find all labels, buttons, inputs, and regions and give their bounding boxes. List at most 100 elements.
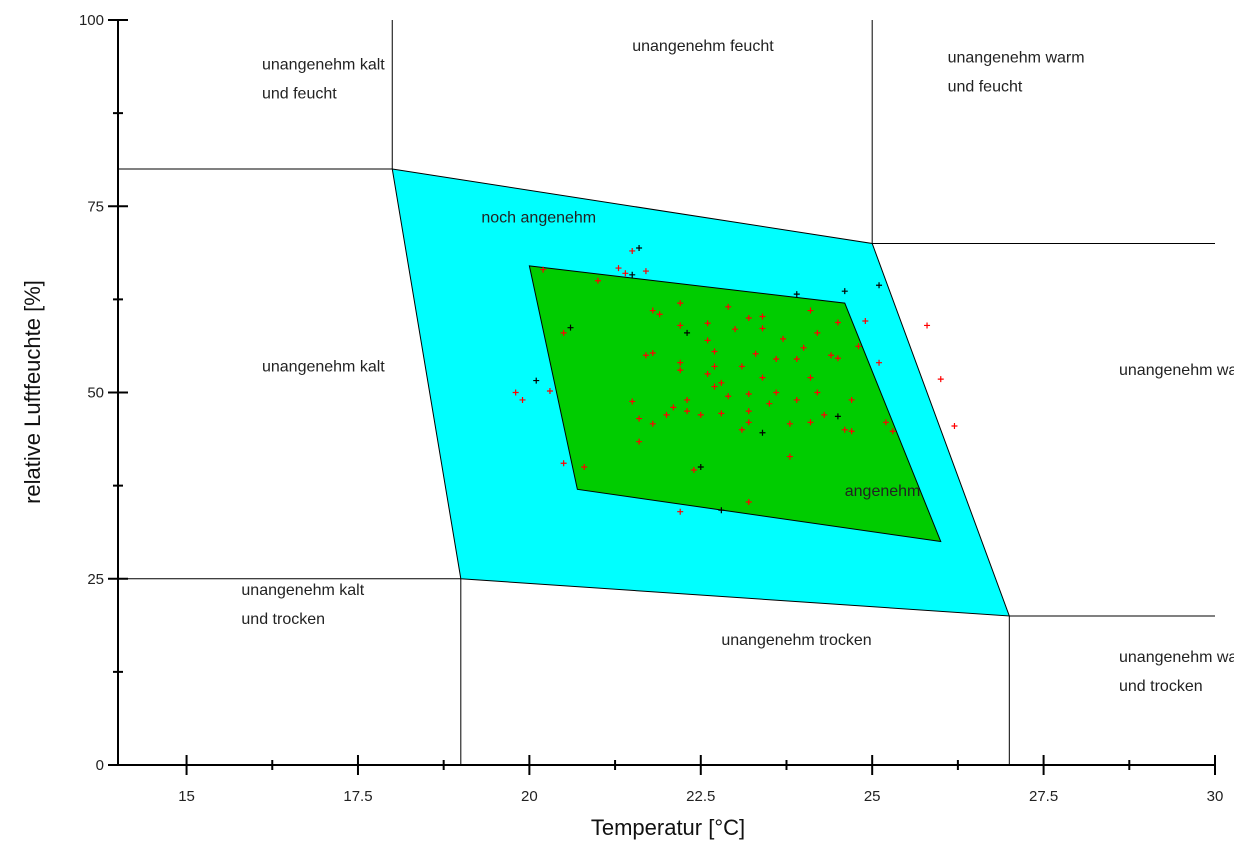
data-point [828, 352, 835, 359]
data-point [656, 311, 663, 318]
data-point [677, 367, 684, 374]
data-point [684, 329, 691, 336]
data-point [814, 329, 821, 336]
data-point [834, 319, 841, 326]
zone-label-line: unangenehm trocken [721, 632, 871, 649]
data-point [821, 411, 828, 418]
data-point [841, 288, 848, 295]
data-point [759, 313, 766, 320]
data-point [697, 464, 704, 470]
data-point [848, 396, 855, 403]
data-point [807, 419, 814, 426]
data-point [725, 303, 732, 310]
zone-label-line: und feucht [262, 86, 337, 103]
data-point [745, 315, 752, 321]
data-point [629, 271, 636, 278]
data-point [773, 389, 780, 396]
data-point [711, 363, 718, 370]
data-point [663, 411, 670, 418]
data-point [718, 410, 725, 417]
data-point [704, 337, 711, 344]
data-point [642, 268, 649, 275]
data-point [807, 374, 814, 381]
data-point [855, 343, 862, 350]
zone-label: noch angenehm [481, 209, 596, 226]
data-point [786, 420, 793, 427]
y-tick-label: 100 [79, 12, 104, 29]
data-point [745, 408, 752, 415]
x-tick-label: 27.5 [1029, 788, 1058, 805]
data-point [937, 376, 944, 383]
data-point [876, 359, 883, 366]
data-point [766, 400, 773, 407]
data-point [738, 363, 745, 370]
data-point [834, 355, 841, 362]
data-point [512, 389, 519, 396]
zone-label: unangenehm feucht [632, 38, 774, 55]
data-point [745, 419, 752, 426]
zone-label-line: noch angenehm [481, 209, 596, 226]
data-point [732, 326, 739, 333]
data-point [711, 383, 718, 390]
data-point [786, 453, 793, 460]
x-tick-label: 30 [1207, 788, 1224, 805]
zone-label-line: unangenehm warm [1119, 649, 1234, 666]
data-point [889, 428, 896, 435]
x-axis-title: Temperatur [°C] [591, 815, 745, 840]
data-point [773, 355, 780, 362]
data-points [512, 244, 958, 515]
zone-boundary-lines [118, 20, 1215, 765]
data-point [725, 393, 732, 400]
zone-label: unangenehm kalt [262, 358, 385, 375]
data-point [636, 415, 643, 422]
data-point [882, 419, 889, 426]
data-point [594, 277, 601, 284]
data-point [793, 355, 800, 362]
x-tick-label: 15 [178, 788, 195, 805]
data-point [533, 377, 540, 384]
data-point [704, 370, 711, 377]
data-point [793, 396, 800, 403]
x-tick-label: 20 [521, 788, 538, 805]
data-point [738, 426, 745, 433]
axes: 15 17.5 20 22.5 25 27.5 30 0 25 50 75 100 [79, 12, 1223, 805]
zone-label: unangenehm trocken [721, 632, 871, 649]
zone-label-line: angenehm [845, 483, 921, 500]
zone-label: unangenehm warm [1119, 362, 1234, 379]
data-point [951, 423, 958, 430]
data-point [581, 464, 588, 470]
data-point [677, 300, 684, 307]
data-point [800, 344, 807, 351]
data-point [834, 413, 841, 420]
data-point [924, 322, 931, 329]
region-angenehm [528, 265, 942, 543]
y-tick-label: 75 [87, 198, 104, 215]
data-point [876, 282, 883, 289]
zone-label-line: unangenehm kalt [262, 358, 385, 375]
data-point [629, 398, 636, 405]
y-tick-label: 25 [87, 571, 104, 588]
data-point [560, 329, 567, 336]
data-point [745, 390, 752, 397]
data-point [697, 411, 704, 418]
data-point [780, 335, 787, 342]
y-axis-title: relative Luftfeuchte [%] [20, 280, 45, 504]
zone-label-line: unangenehm kalt [241, 582, 364, 599]
data-point [642, 352, 649, 359]
data-point [711, 348, 718, 355]
data-point [690, 466, 697, 473]
data-point [684, 408, 691, 415]
data-point [684, 396, 691, 403]
data-point [629, 247, 636, 254]
data-point [636, 244, 643, 251]
zone-label-line: unangenehm feucht [632, 38, 774, 55]
zone-label-line: unangenehm warm [1119, 362, 1234, 379]
data-point [649, 420, 656, 427]
data-point [677, 322, 684, 329]
zone-label: unangenehm kalt und feucht [262, 57, 385, 103]
data-point [718, 379, 725, 386]
data-point [752, 350, 759, 357]
data-point [848, 428, 855, 435]
data-point [814, 389, 821, 396]
